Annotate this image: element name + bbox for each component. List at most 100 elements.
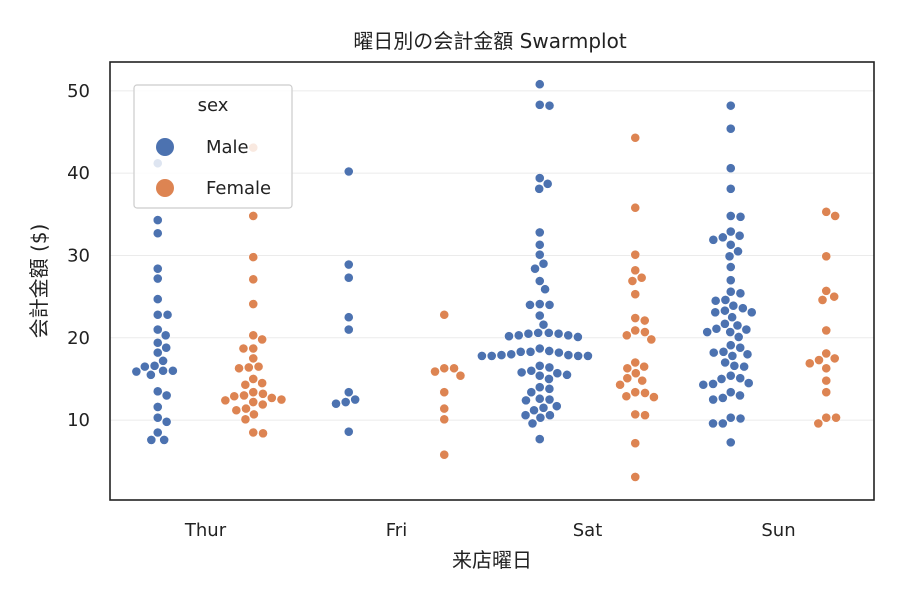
male-point (534, 227, 545, 238)
female-point (220, 395, 231, 406)
female-point (646, 334, 657, 345)
male-point (167, 365, 178, 376)
female-point (430, 366, 440, 377)
male-point (552, 368, 563, 379)
female-point (439, 363, 450, 374)
male-point (725, 262, 736, 272)
x-tick-label: Thur (184, 520, 227, 541)
female-point (640, 410, 650, 421)
male-point (161, 342, 172, 353)
male-point (737, 303, 748, 314)
male-point (727, 312, 738, 323)
female-point (621, 330, 632, 341)
male-point (725, 211, 736, 221)
male-point (534, 382, 545, 393)
plot-frame (109, 61, 875, 501)
female-point (439, 414, 450, 425)
male-point (538, 319, 549, 330)
female-point (630, 472, 641, 482)
legend-label-male: Male (206, 137, 249, 158)
male-point (544, 346, 555, 356)
female-point (266, 393, 277, 403)
female-point (829, 291, 840, 302)
female-point (627, 276, 638, 286)
male-point (162, 309, 173, 320)
female-point (630, 132, 641, 143)
y-tick-label: 30 (67, 245, 90, 266)
female-point (821, 412, 832, 423)
male-point (540, 284, 550, 295)
female-point (831, 412, 841, 423)
male-point (160, 330, 171, 341)
female-point (830, 211, 841, 221)
female-point (229, 391, 240, 402)
male-point (152, 412, 163, 423)
male-point (343, 426, 354, 437)
female-point (813, 418, 824, 429)
male-point (725, 239, 736, 250)
female-point (439, 309, 450, 320)
male-point (742, 349, 753, 360)
male-point (563, 350, 574, 360)
female-point (439, 449, 450, 460)
female-point (248, 274, 259, 285)
male-point (149, 360, 160, 371)
female-point (248, 299, 259, 309)
male-point (542, 178, 553, 189)
male-point (727, 351, 738, 361)
male-point (529, 405, 539, 416)
male-point (146, 434, 157, 445)
female-point (248, 427, 259, 438)
male-point (733, 246, 743, 257)
female-point (240, 379, 251, 390)
male-point (340, 397, 351, 407)
male-point (504, 331, 514, 342)
male-point (513, 330, 524, 341)
male-point (725, 387, 736, 398)
male-point (139, 361, 150, 372)
male-point (159, 434, 170, 445)
male-point (743, 378, 754, 388)
male-point (152, 309, 163, 320)
male-point (725, 100, 736, 111)
male-point (708, 347, 719, 358)
female-point (630, 438, 641, 449)
chart-title: 曜日別の会計金額 Swarmplot (353, 29, 627, 53)
female-point (630, 357, 641, 368)
male-point (725, 327, 736, 337)
male-point (725, 437, 736, 448)
female-point (821, 387, 832, 398)
male-point (161, 416, 172, 427)
male-point (534, 239, 545, 250)
male-point (152, 273, 163, 284)
female-point (821, 325, 832, 336)
male-point (525, 299, 535, 310)
female-point (636, 272, 647, 283)
male-point (545, 410, 555, 421)
male-point (152, 337, 163, 348)
female-point (637, 375, 648, 386)
female-point (814, 355, 824, 365)
female-point (821, 251, 832, 262)
male-point (530, 263, 540, 274)
male-point (535, 412, 546, 423)
legend: sex Male Female (133, 84, 293, 209)
x-tick-label: Sat (573, 520, 603, 541)
male-point (725, 286, 736, 297)
x-tick-label: Fri (386, 520, 407, 541)
male-point (534, 276, 545, 286)
male-point (152, 294, 163, 305)
male-point (152, 386, 163, 397)
male-point (523, 328, 534, 339)
female-point (829, 353, 840, 364)
male-point (729, 360, 740, 371)
female-point (240, 414, 251, 425)
male-point (746, 307, 757, 318)
female-point (804, 358, 815, 369)
male-point (544, 383, 555, 394)
male-point (486, 351, 497, 361)
male-point (702, 327, 713, 337)
y-tick-label: 10 (67, 410, 90, 431)
male-point (710, 307, 721, 318)
female-point (234, 363, 244, 374)
